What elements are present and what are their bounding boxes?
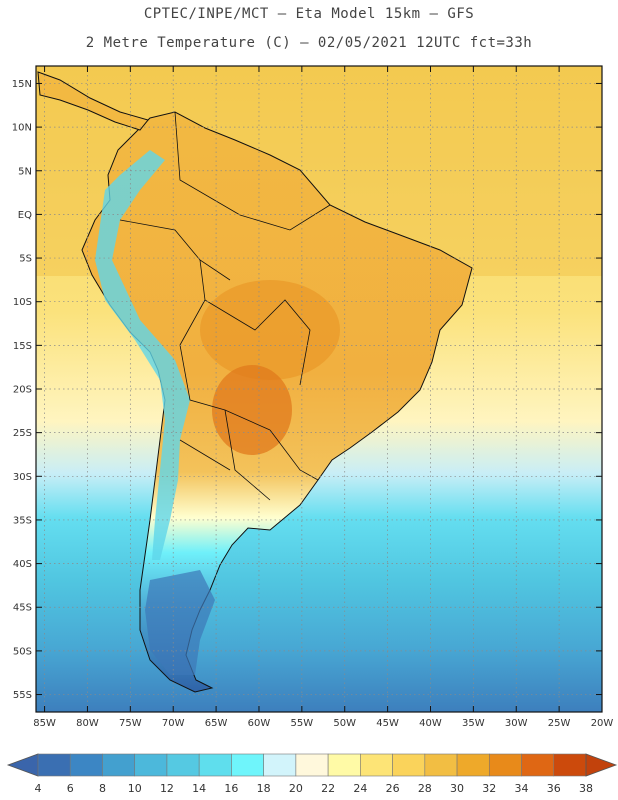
lat-label: 10S [13, 297, 32, 308]
lat-label: 55S [13, 690, 32, 701]
colorbar-label: 26 [386, 782, 400, 795]
lat-label: 10N [12, 123, 32, 134]
colorbar-label: 16 [224, 782, 238, 795]
lon-label: 40W [419, 718, 442, 729]
colorbar-swatch [360, 753, 393, 777]
colorbar-label: 4 [35, 782, 42, 795]
lon-label: 25W [548, 718, 571, 729]
colorbar-label: 8 [99, 782, 106, 795]
colorbar-label: 36 [547, 782, 561, 795]
colorbar-swatch [456, 753, 490, 777]
central-america-landmass [37, 71, 149, 131]
colorbar-label: 12 [160, 782, 174, 795]
lon-label: 75W [119, 718, 142, 729]
colorbar-swatch [198, 753, 232, 777]
colorbar-swatch [553, 753, 587, 777]
lat-label: 50S [13, 646, 32, 657]
lat-label: 45S [13, 603, 32, 614]
lon-label: 70W [162, 718, 185, 729]
colorbar-low-arrow [6, 753, 39, 777]
colorbar-label: 28 [418, 782, 432, 795]
colorbar-swatch [102, 753, 136, 777]
andes-cold-strip [95, 150, 190, 560]
lon-label: 65W [205, 718, 228, 729]
lat-label: 5S [19, 254, 32, 265]
lat-label: 15S [13, 341, 32, 352]
lon-label: 80W [76, 718, 99, 729]
lat-label: 40S [13, 559, 32, 570]
lat-label: 35S [13, 515, 32, 526]
colorbar-label: 18 [257, 782, 271, 795]
colorbar-label: 34 [515, 782, 529, 795]
colorbar-swatch [295, 753, 329, 777]
lat-label: 5N [18, 166, 32, 177]
lon-label: 85W [33, 718, 56, 729]
colorbar-label: 22 [321, 782, 335, 795]
lon-label: 20W [591, 718, 614, 729]
colorbar-label: 10 [128, 782, 142, 795]
lat-label: 25S [13, 428, 32, 439]
colorbar-swatch [488, 753, 522, 777]
warm-core-north [200, 280, 340, 380]
lon-label: 35W [462, 718, 485, 729]
colorbar-swatch [263, 753, 297, 777]
colorbar-swatch [37, 753, 71, 777]
colorbar-swatch [134, 753, 168, 777]
colorbar-swatch [424, 753, 458, 777]
map-title-line1: CPTEC/INPE/MCT – Eta Model 15km – GFS [143, 6, 475, 22]
colorbar: 4 6 8 10 12 14 16 18 20 22 24 26 28 30 32 34 36 38 [6, 753, 618, 795]
colorbar-label: 24 [353, 782, 367, 795]
colorbar-high-arrow [585, 753, 618, 777]
lat-label: EQ [18, 210, 32, 221]
lat-label: 30S [13, 472, 32, 483]
colorbar-label: 20 [289, 782, 303, 795]
lon-label: 50W [333, 718, 356, 729]
plot-area [36, 66, 602, 712]
map-title-line2: 2 Metre Temperature (C) – 02/05/2021 12U… [85, 35, 533, 51]
lon-label: 45W [376, 718, 399, 729]
lat-label: 20S [13, 385, 32, 396]
colorbar-swatch [166, 753, 200, 777]
longitude-axis: 85W 80W 75W 70W 65W 60W 55W 50W 45W 40W 35W 30W 25W 2… [33, 66, 613, 729]
colorbar-swatch [327, 753, 361, 777]
colorbar-label: 38 [579, 782, 593, 795]
lon-label: 55W [291, 718, 314, 729]
lat-label: 15N [12, 79, 32, 90]
colorbar-label: 30 [450, 782, 464, 795]
colorbar-label: 32 [482, 782, 496, 795]
colorbar-label: 6 [67, 782, 74, 795]
patagonia-cold [145, 570, 215, 675]
colorbar-swatch [69, 753, 103, 777]
colorbar-swatch [392, 753, 426, 777]
colorbar-swatch [231, 753, 264, 777]
lon-label: 30W [505, 718, 528, 729]
colorbar-label: 14 [192, 782, 206, 795]
lon-label: 60W [248, 718, 271, 729]
colorbar-swatch [521, 753, 555, 777]
country-borders [119, 111, 331, 501]
latitude-axis: 15N 10N 5N EQ 5S 10S 15S 20S 25S 30S 35S 40S 45S 50S 5… [12, 79, 602, 701]
